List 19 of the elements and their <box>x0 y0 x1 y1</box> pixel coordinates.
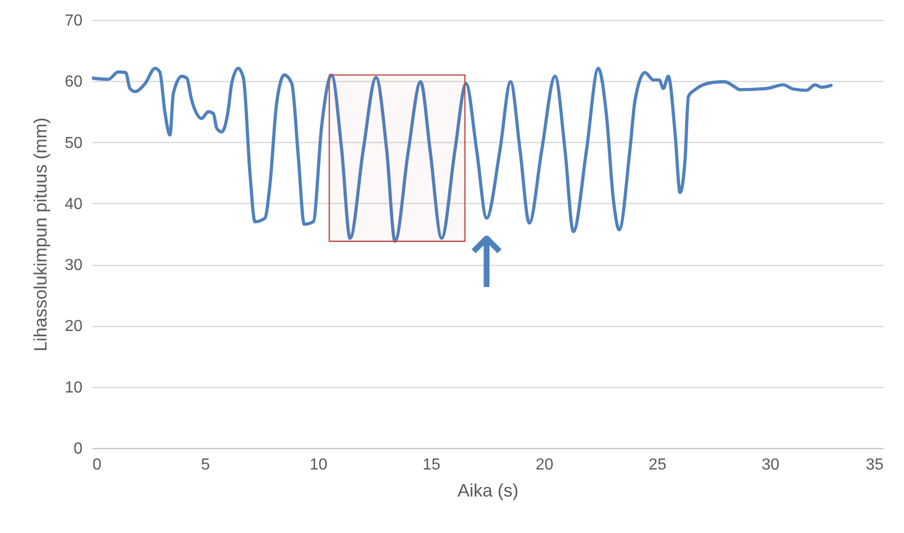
x-tick-label: 30 <box>762 456 780 474</box>
x-tick-label: 35 <box>866 456 884 474</box>
x-tick-label: 10 <box>310 456 328 474</box>
y-tick-label: 10 <box>64 379 83 396</box>
x-tick-label: 0 <box>92 456 102 474</box>
y-tick-label: 20 <box>64 318 83 336</box>
x-tick-label: 15 <box>422 456 440 474</box>
y-tick-label: 60 <box>64 74 83 91</box>
y-tick-label: 50 <box>64 134 83 152</box>
y-tick-label: 70 <box>64 12 83 30</box>
x-axis-title: Aika (s) <box>457 480 519 500</box>
annotation: ↑ <box>457 222 516 304</box>
y-tick-label: 40 <box>64 196 83 213</box>
x-tick-label: 5 <box>201 456 210 474</box>
y-tick-label: 0 <box>74 440 83 458</box>
x-tick-label: 20 <box>536 456 554 474</box>
y-tick-label: 30 <box>64 257 83 274</box>
y-axis-title: Lihassolukimpun pituus (mm) <box>30 117 51 352</box>
x-tick-label: 25 <box>648 456 666 474</box>
